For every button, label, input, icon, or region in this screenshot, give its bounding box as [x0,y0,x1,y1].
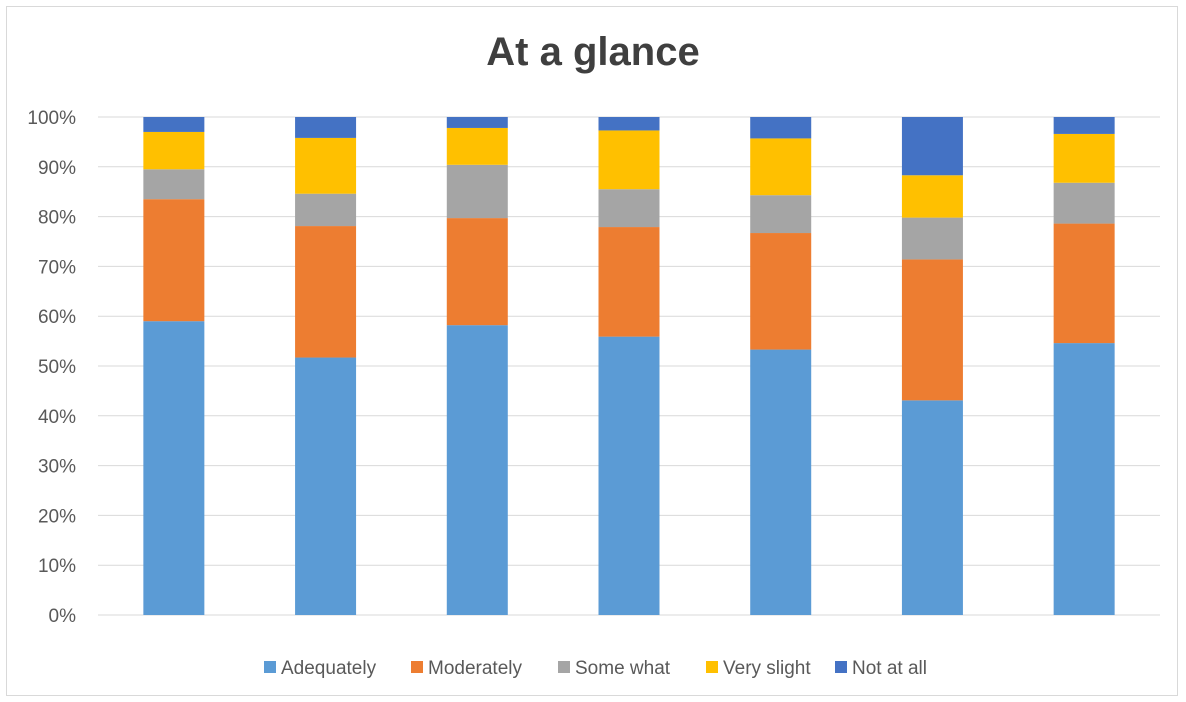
bar-segment-adequately [598,336,660,615]
bar-segment-not-at-all [901,117,963,176]
y-tick-label: 70% [38,257,76,278]
y-axis: 0% 10% 20% 30% 40% 50% 60% 70% 80% 90% 100% [27,108,76,627]
bar-segment-not-at-all [598,117,660,131]
bar-segment-very-slight [446,127,508,165]
bar-segment-moderately [598,227,660,337]
bar-segment-not-at-all [446,117,508,128]
bar-segment-some-what [446,164,508,219]
legend-swatch [558,661,570,673]
bar-segment-very-slight [295,137,357,194]
legend-swatch [835,661,847,673]
bar-segment-moderately [295,226,357,358]
y-tick-label: 50% [38,357,76,378]
legend: Adequately Moderately Some what Very slight… [264,658,927,679]
y-tick-label: 40% [38,407,76,428]
bar-segment-not-at-all [750,117,812,139]
bar-segment-moderately [750,233,812,350]
bar-segment-some-what [143,169,205,200]
bar-segment-some-what [750,195,812,234]
bar-segment-not-at-all [143,117,205,132]
legend-label: Very slight [723,658,811,679]
bar-segment-adequately [295,357,357,615]
bars [143,117,1115,615]
bar-segment-very-slight [750,138,812,196]
y-tick-label: 0% [49,606,77,627]
bar-segment-adequately [446,325,508,615]
y-tick-label: 20% [38,506,76,527]
y-tick-label: 30% [38,457,76,478]
bar-segment-some-what [295,193,357,227]
bar-segment-moderately [901,259,963,401]
bar-segment-adequately [1053,343,1115,615]
bar-segment-adequately [143,321,205,615]
bar-segment-adequately [901,400,963,615]
legend-swatch [411,661,423,673]
y-tick-label: 10% [38,556,76,577]
legend-label: Not at all [852,658,927,679]
bar-segment-very-slight [143,131,205,170]
bar-segment-moderately [1053,223,1115,344]
bar-segment-not-at-all [1053,117,1115,134]
bar-segment-very-slight [901,175,963,218]
bar-segment-very-slight [1053,133,1115,183]
bar-segment-adequately [750,349,812,615]
bar-segment-some-what [901,217,963,260]
bar-segment-some-what [1053,182,1115,224]
legend-swatch [264,661,276,673]
bar-segment-moderately [143,199,205,322]
legend-label: Moderately [428,658,522,679]
chart-title: At a glance [486,30,700,74]
legend-swatch [706,661,718,673]
bar-segment-not-at-all [295,117,357,138]
legend-label: Adequately [281,658,377,679]
y-tick-label: 80% [38,208,76,229]
bar-segment-some-what [598,189,660,228]
bar-segment-moderately [446,218,508,326]
legend-label: Some what [575,658,671,679]
y-tick-label: 100% [27,108,76,129]
y-tick-label: 90% [38,158,76,179]
bar-segment-very-slight [598,130,660,190]
y-tick-label: 60% [38,307,76,328]
